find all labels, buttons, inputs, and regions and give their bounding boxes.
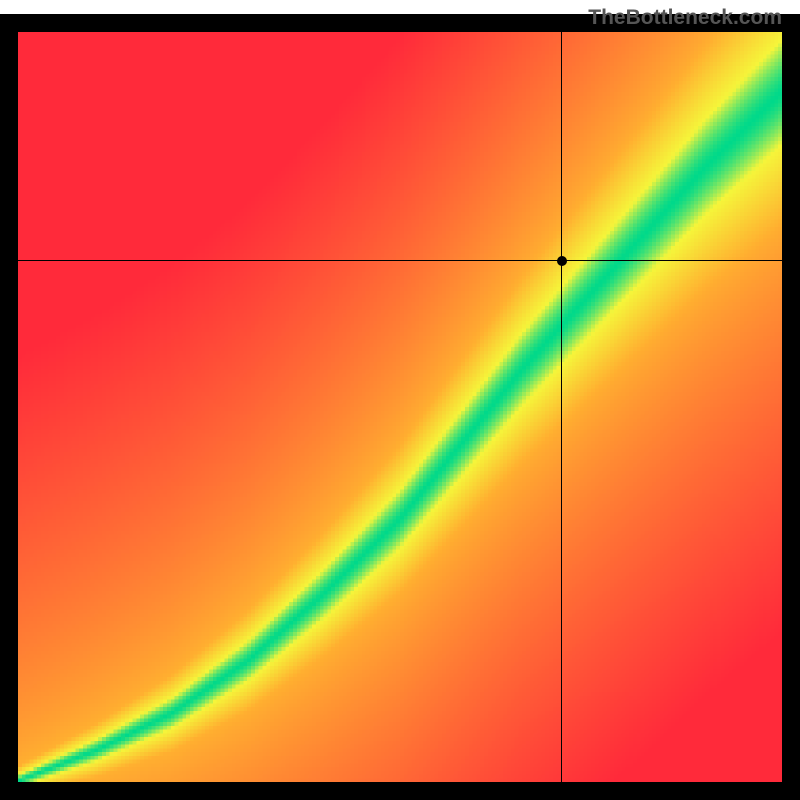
heatmap-canvas <box>18 32 782 782</box>
watermark-text: TheBottleneck.com <box>588 6 782 30</box>
border-bottom <box>0 782 800 800</box>
crosshair-horizontal <box>18 260 782 261</box>
marker-dot <box>557 256 567 266</box>
border-left <box>0 14 18 800</box>
crosshair-vertical <box>561 32 562 782</box>
chart-container: TheBottleneck.com <box>0 0 800 800</box>
border-right <box>782 14 800 800</box>
plot-area <box>18 32 782 782</box>
